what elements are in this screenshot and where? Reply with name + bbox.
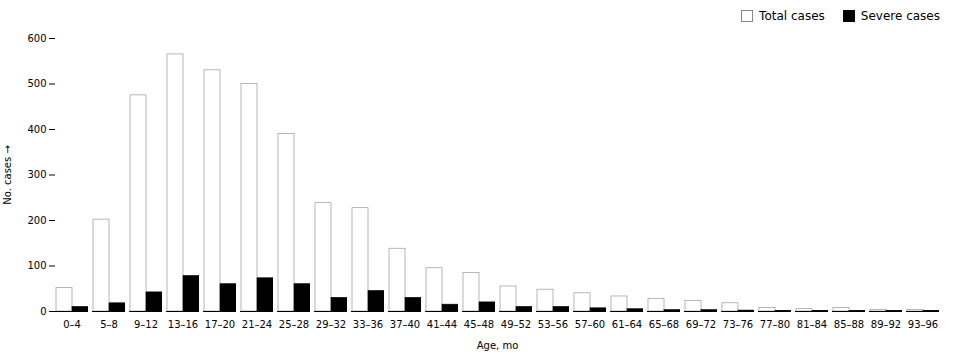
svg-text:0–4: 0–4 xyxy=(63,319,81,330)
svg-text:49–52: 49–52 xyxy=(501,319,531,330)
svg-text:37–40: 37–40 xyxy=(390,319,420,330)
svg-text:85–88: 85–88 xyxy=(834,319,864,330)
html-text:Total cases: Total cases xyxy=(759,9,825,23)
svg-text:89–92: 89–92 xyxy=(871,319,901,330)
svg-text:500: 500 xyxy=(27,78,46,89)
svg-text:57–60: 57–60 xyxy=(575,319,605,330)
svg-text:0: 0 xyxy=(40,306,46,317)
svg-text:69–72: 69–72 xyxy=(686,319,716,330)
svg-text:Age, mo: Age, mo xyxy=(477,340,519,351)
svg-text:13–16: 13–16 xyxy=(168,319,198,330)
svg-text:25–28: 25–28 xyxy=(279,319,309,330)
svg-text:300: 300 xyxy=(27,169,46,180)
svg-text:65–68: 65–68 xyxy=(649,319,679,330)
svg-text:29–32: 29–32 xyxy=(316,319,346,330)
svg-text:45–48: 45–48 xyxy=(464,319,494,330)
svg-text:53–56: 53–56 xyxy=(538,319,568,330)
svg-text:9–12: 9–12 xyxy=(134,319,158,330)
svg-text:100: 100 xyxy=(27,260,46,271)
svg-text:200: 200 xyxy=(27,215,46,226)
svg-text:No. cases →: No. cases → xyxy=(2,145,13,205)
svg-text:93–96: 93–96 xyxy=(908,319,938,330)
svg-text:33–36: 33–36 xyxy=(353,319,383,330)
svg-text:41–44: 41–44 xyxy=(427,319,457,330)
svg-text:400: 400 xyxy=(27,124,46,135)
svg-text:5–8: 5–8 xyxy=(100,319,118,330)
svg-text:17–20: 17–20 xyxy=(205,319,235,330)
svg-text:61–64: 61–64 xyxy=(612,319,642,330)
html-text:Severe cases: Severe cases xyxy=(860,9,940,23)
svg-text:77–80: 77–80 xyxy=(760,319,790,330)
svg-text:81–84: 81–84 xyxy=(797,319,827,330)
svg-text:600: 600 xyxy=(27,33,46,44)
svg-text:73–76: 73–76 xyxy=(723,319,753,330)
svg-text:21–24: 21–24 xyxy=(242,319,272,330)
